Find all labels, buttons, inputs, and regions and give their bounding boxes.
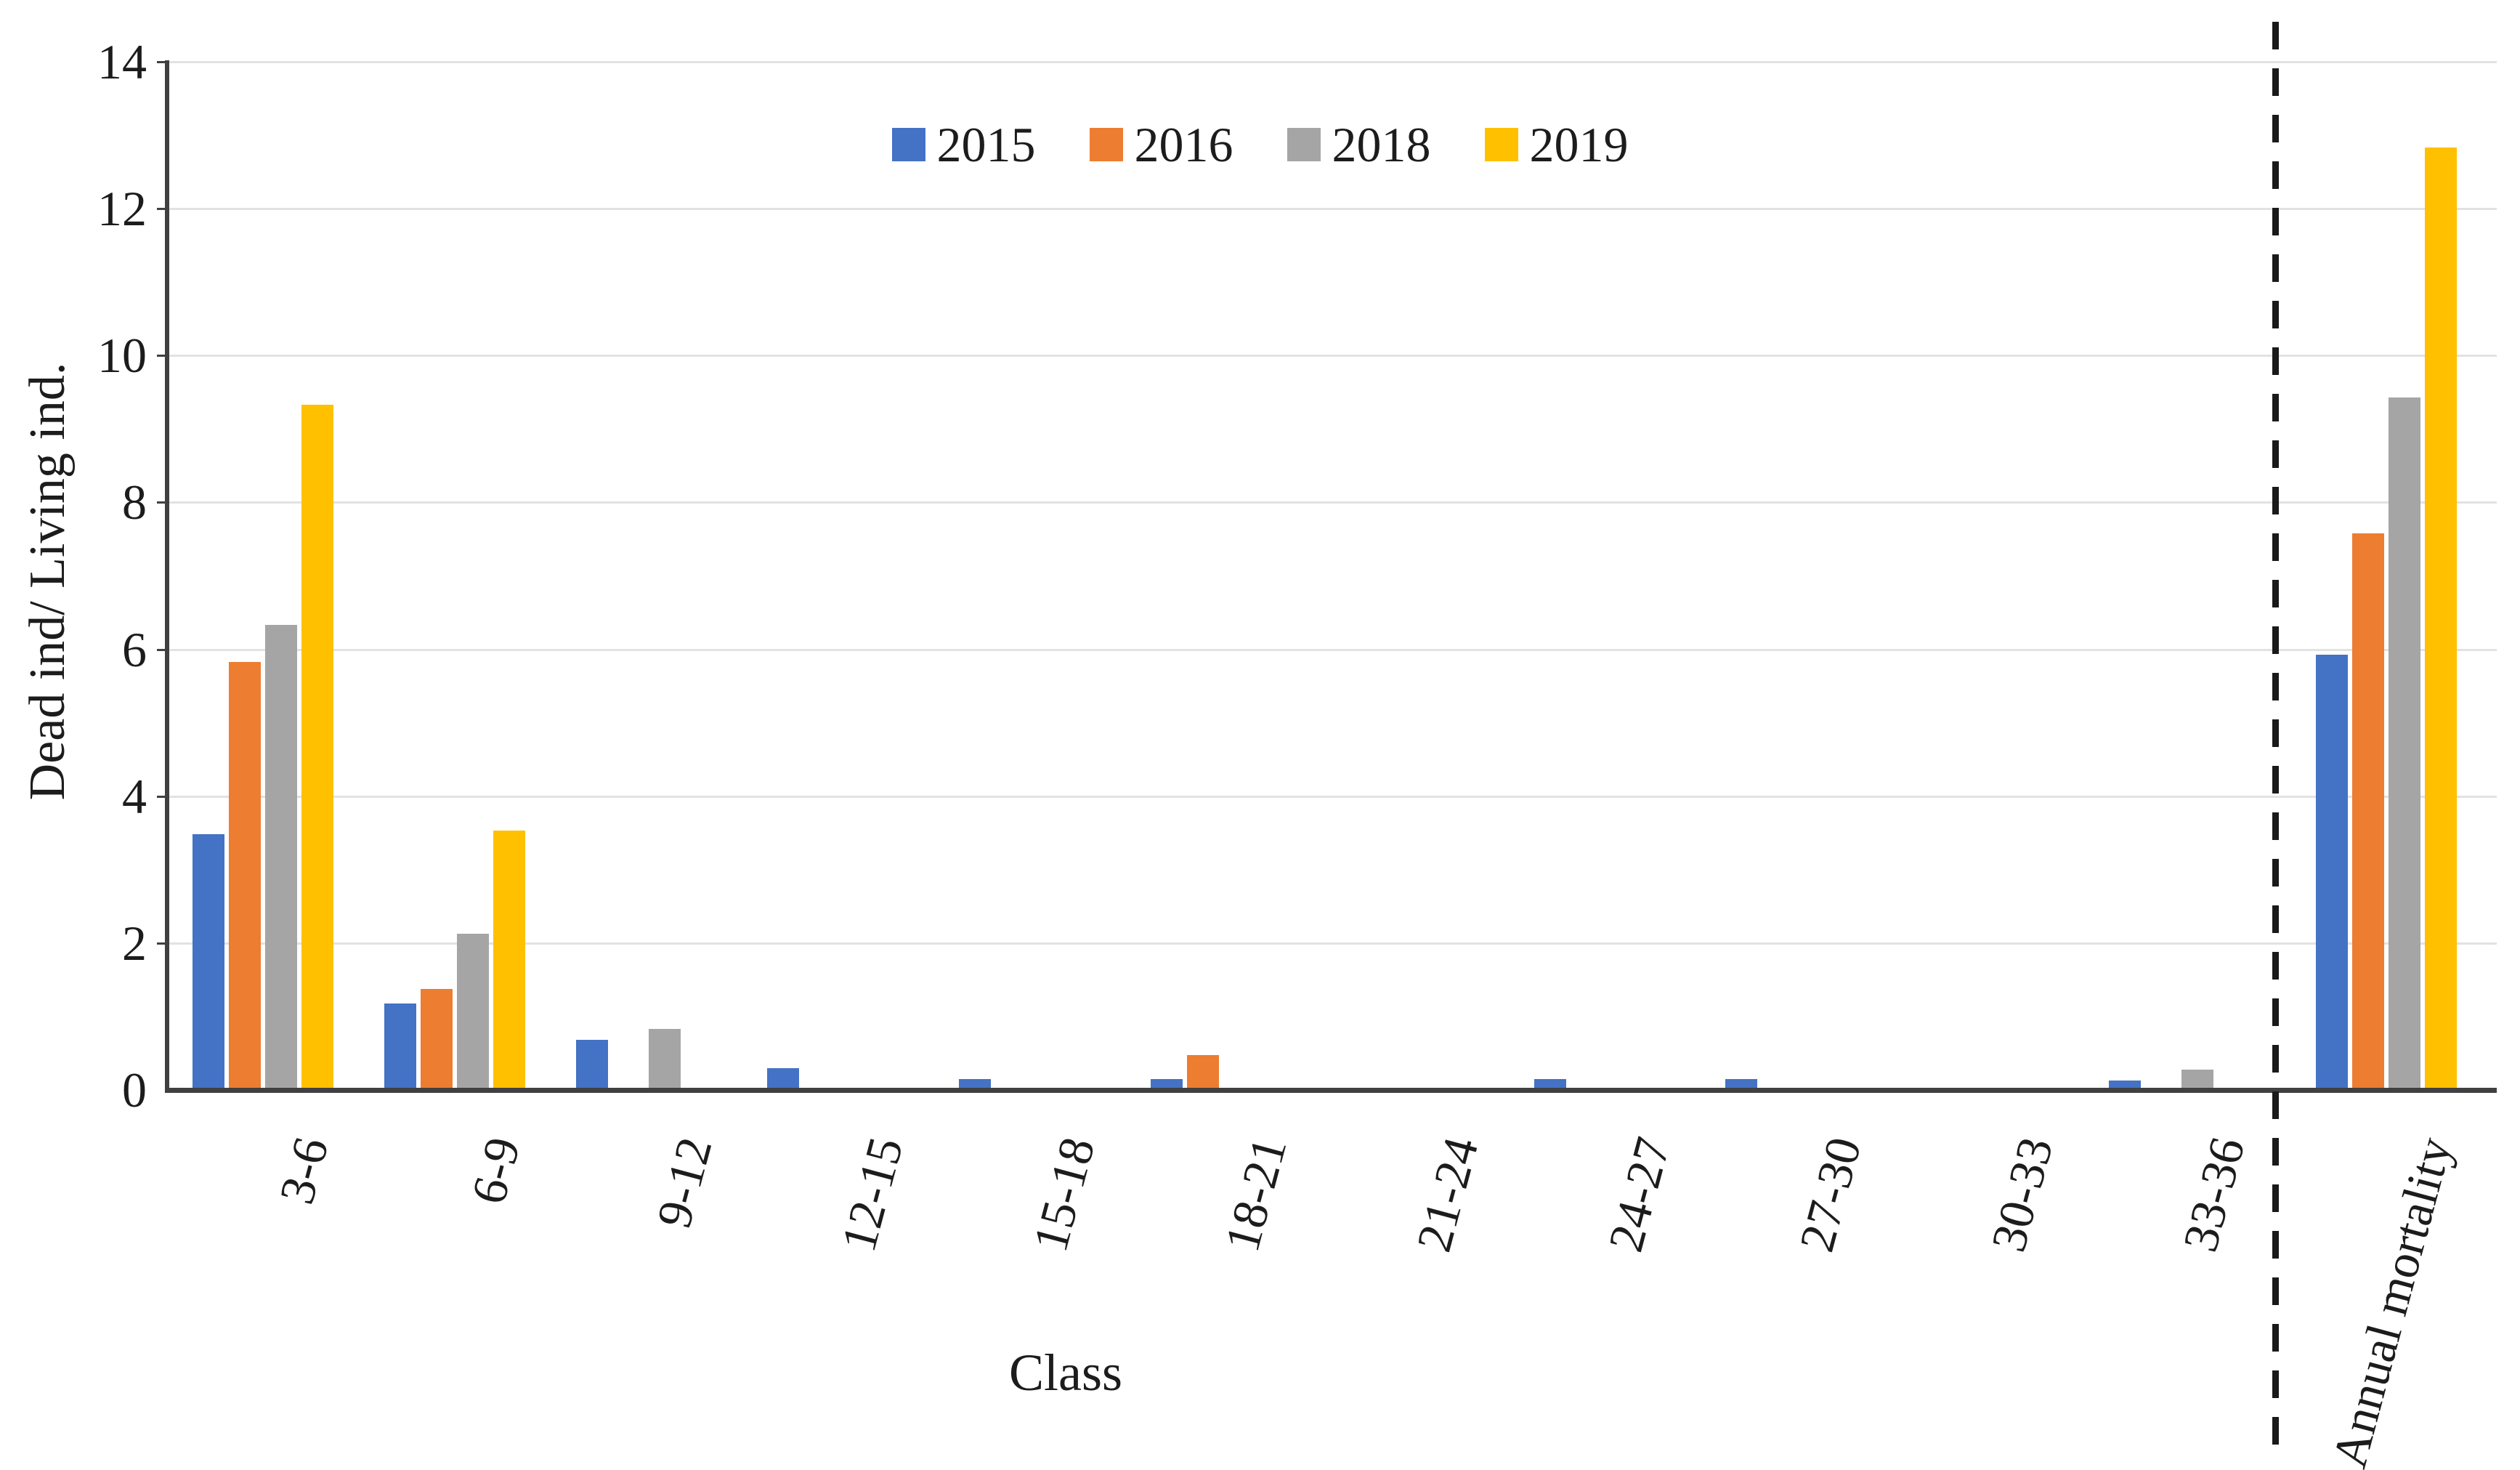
y-tick-label: 4 xyxy=(122,769,147,824)
x-tick-label: 15-18 xyxy=(1022,1131,1106,1258)
bar-2015 xyxy=(576,1040,608,1088)
bar-2018 xyxy=(649,1029,681,1088)
gridline xyxy=(167,61,2497,63)
legend-label: 2015 xyxy=(936,117,1036,172)
y-tick-mark xyxy=(157,208,167,210)
x-tick-label: 30-33 xyxy=(1980,1131,2064,1258)
y-tick-mark xyxy=(157,942,167,945)
y-tick-mark xyxy=(157,649,167,651)
y-tick-label: 10 xyxy=(97,328,147,383)
bar-2015 xyxy=(2109,1081,2141,1088)
legend-label: 2016 xyxy=(1134,117,1233,172)
x-tick-label: 6-9 xyxy=(460,1131,531,1210)
y-tick-mark xyxy=(157,796,167,798)
y-tick-label: 6 xyxy=(122,622,147,677)
y-tick-label: 8 xyxy=(122,474,147,530)
x-tick-label: 12-15 xyxy=(830,1131,914,1258)
y-tick-label: 14 xyxy=(97,34,147,89)
y-axis-title: Dead ind/ Living ind. xyxy=(20,362,76,801)
x-tick-label: 27-30 xyxy=(1788,1131,1872,1258)
legend-label: 2018 xyxy=(1332,117,1431,172)
y-tick-label: 0 xyxy=(122,1062,147,1118)
gridline xyxy=(167,501,2497,504)
bar-2015 xyxy=(1151,1079,1183,1088)
x-axis-title: Class xyxy=(1008,1344,1123,1402)
separator-dashed-line xyxy=(2272,22,2279,1445)
legend-swatch-icon xyxy=(1484,128,1518,161)
bar-2019 xyxy=(301,405,333,1088)
legend-swatch-icon xyxy=(1089,128,1123,161)
x-tick-label: 21-24 xyxy=(1406,1131,1489,1258)
legend-item-2016: 2016 xyxy=(1089,117,1233,172)
x-tick-label: 3-6 xyxy=(268,1131,339,1210)
bar-2016 xyxy=(229,662,261,1088)
bar-2015 xyxy=(384,1003,416,1088)
gridline xyxy=(167,355,2497,357)
bar-2016 xyxy=(2352,533,2384,1088)
bar-2016 xyxy=(421,989,453,1088)
x-tick-label: 18-21 xyxy=(1214,1131,1297,1258)
bar-2019 xyxy=(493,831,525,1088)
y-tick-mark xyxy=(157,61,167,63)
y-tick-label: 2 xyxy=(122,916,147,971)
gridline xyxy=(167,942,2497,945)
x-axis-line xyxy=(165,1088,2497,1093)
legend-item-2015: 2015 xyxy=(891,117,1036,172)
chart-legend: 2015 2016 2018 2019 xyxy=(891,117,1629,172)
y-axis-line xyxy=(165,60,169,1093)
bar-2015 xyxy=(2316,655,2348,1088)
bar-2015 xyxy=(193,834,224,1088)
bar-2018 xyxy=(2389,397,2420,1088)
bar-2015 xyxy=(1725,1079,1757,1088)
x-tick-label: 33-36 xyxy=(2172,1131,2256,1258)
bar-2019 xyxy=(2425,148,2457,1088)
y-tick-mark xyxy=(157,501,167,504)
bar-2016 xyxy=(1187,1055,1219,1088)
x-tick-label: Annual mortality xyxy=(2321,1131,2463,1470)
gridline xyxy=(167,796,2497,798)
legend-label: 2019 xyxy=(1529,117,1629,172)
gridline xyxy=(167,649,2497,651)
y-tick-label: 12 xyxy=(97,181,147,236)
gridline xyxy=(167,208,2497,210)
legend-swatch-icon xyxy=(891,128,925,161)
x-tick-label: 24-27 xyxy=(1597,1131,1681,1258)
legend-item-2018: 2018 xyxy=(1287,118,1431,171)
bar-2015 xyxy=(1534,1079,1566,1088)
legend-item-2019: 2019 xyxy=(1484,117,1629,172)
legend-swatch-icon xyxy=(1287,128,1321,161)
bar-2015 xyxy=(767,1068,799,1088)
bar-2018 xyxy=(2181,1070,2213,1088)
y-tick-mark xyxy=(157,355,167,357)
bar-2018 xyxy=(457,934,489,1088)
x-tick-label: 9-12 xyxy=(645,1131,723,1234)
bar-2015 xyxy=(959,1079,991,1088)
bar-2018 xyxy=(265,625,297,1088)
